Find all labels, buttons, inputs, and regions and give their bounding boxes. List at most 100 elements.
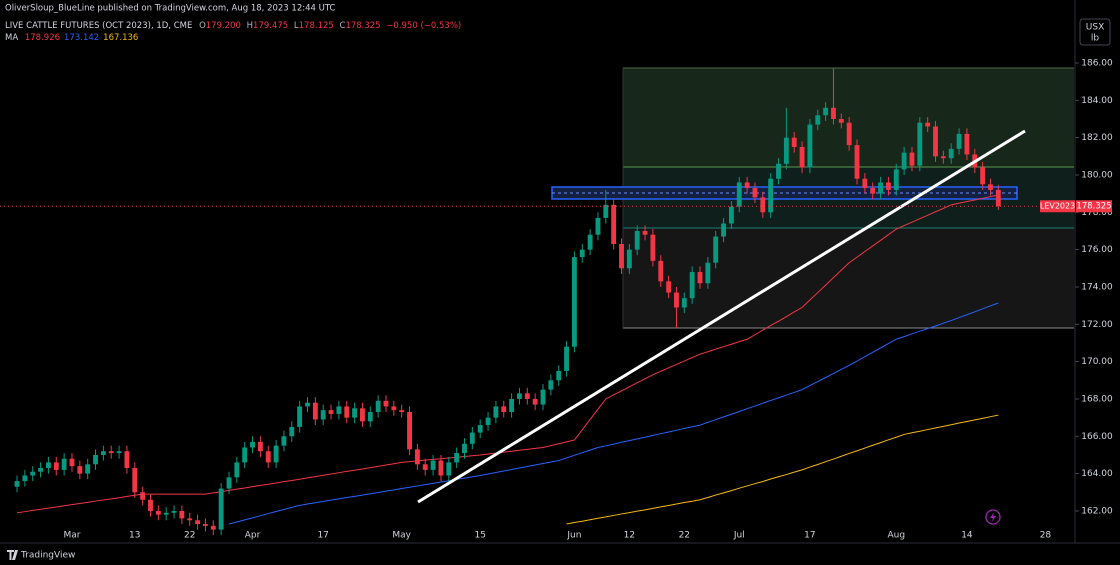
candle-body (783, 137, 789, 164)
candle-body (634, 230, 640, 250)
candle-body (344, 406, 350, 418)
candle-body (493, 406, 499, 418)
candle-body (752, 188, 758, 198)
candle-body (446, 462, 452, 476)
publisher: OliverSloup_BlueLine published on Tradin… (5, 4, 336, 14)
candle-body (870, 188, 876, 194)
candle-body (250, 441, 255, 448)
candle-body (988, 184, 993, 190)
x-tick-label: 28 (1040, 531, 1052, 541)
symbol-label: LEV2023 (1040, 202, 1075, 211)
x-tick-label: Aug (887, 531, 905, 541)
y-tick-label: 186.00 (1081, 58, 1113, 68)
candle-body (995, 189, 1001, 207)
candle-body (791, 137, 797, 147)
candle-body (579, 249, 585, 258)
candle-body (100, 451, 106, 455)
ohlc-value: 178.325 (345, 21, 380, 31)
candle-body (93, 454, 98, 465)
candle-body (203, 524, 208, 526)
candle-body (38, 468, 44, 472)
candle-body (713, 236, 719, 263)
ma-value: 167.136 (103, 33, 138, 43)
candle-body (564, 346, 569, 371)
unit-box[interactable] (1079, 18, 1111, 46)
x-tick-label: 17 (317, 531, 328, 541)
candle-body (799, 146, 805, 168)
candle-body (422, 464, 428, 470)
candle-body (375, 400, 381, 413)
candle-body (124, 451, 130, 469)
candle-body (289, 426, 295, 437)
price-tag (1076, 200, 1112, 213)
candle-body (642, 230, 648, 235)
candle-body (132, 468, 138, 493)
candle-body (980, 167, 986, 185)
candle-body (878, 182, 883, 194)
candle-body (744, 182, 750, 189)
candle-body (116, 451, 122, 454)
y-tick-label: 172.00 (1081, 320, 1113, 330)
candle-body (336, 406, 342, 414)
candle-body (210, 525, 216, 530)
candle-body (571, 257, 577, 347)
candle-body (846, 122, 852, 146)
candle-body (768, 178, 774, 213)
unit: lb (1091, 34, 1100, 44)
candle-body (187, 518, 193, 521)
marks (14, 68, 1001, 536)
candle-body (234, 462, 240, 478)
unit: USX (1086, 23, 1104, 33)
x-tick-label: 14 (961, 531, 973, 541)
alert-bolt (990, 512, 996, 522)
footer: TradingView (7, 550, 75, 561)
candle-body (281, 436, 287, 446)
candle-body (933, 126, 938, 157)
candle-body (532, 398, 538, 405)
ma-line (16, 194, 999, 514)
candle-body (509, 398, 515, 413)
chart-title: LIVE CATTLE FUTURES (OCT 2023), 1D, CME (5, 21, 192, 31)
y-tick-label: 182.00 (1081, 133, 1113, 143)
candle-body (391, 406, 397, 411)
y-tick-label: 164.00 (1081, 469, 1113, 479)
candle-body (257, 441, 263, 452)
y-tick-label: 166.00 (1081, 432, 1113, 442)
candle-body (155, 510, 161, 515)
candle-body (140, 492, 146, 500)
x-tick-label: Jun (566, 531, 581, 541)
trendline (417, 129, 1026, 504)
ohlc-key: C (340, 21, 346, 31)
y-tick-label: 184.00 (1081, 96, 1113, 106)
ma-value: 173.142 (64, 33, 99, 43)
candle-body (179, 510, 185, 519)
candle-body (956, 133, 962, 149)
change: −0.950 (−0.53%) (386, 21, 461, 31)
ma-legend: MA 178.926 173.142 167.136 (5, 33, 138, 43)
ohlc-value: 179.200 (206, 21, 241, 31)
candle-body (328, 410, 334, 414)
candle-body (854, 145, 860, 179)
x-tick-label: 22 (679, 531, 690, 541)
ohlc-key: O (199, 21, 206, 31)
candle-body (705, 262, 711, 284)
x-tick-label: Jul (733, 531, 745, 541)
y-tick-label: 162.00 (1081, 506, 1113, 516)
ma-label: MA (5, 33, 18, 43)
candle-body (22, 475, 28, 482)
candle-body (517, 393, 522, 399)
candle-body (30, 471, 36, 476)
ohlc-key: L (294, 21, 299, 31)
candle-body (163, 512, 169, 515)
y-tick-label: 174.00 (1081, 282, 1113, 292)
symbol-line: LIVE CATTLE FUTURES (OCT 2023), 1D, CME … (5, 21, 461, 31)
candle-body (273, 445, 279, 463)
candle-body (407, 412, 412, 450)
candle-body (697, 272, 703, 284)
candle-body (367, 412, 373, 422)
price-label: 178.325 (1076, 202, 1111, 212)
candle-body (917, 122, 923, 166)
ohlc-key: H (247, 21, 253, 31)
candle-body (320, 410, 326, 420)
candle-body (650, 234, 656, 261)
